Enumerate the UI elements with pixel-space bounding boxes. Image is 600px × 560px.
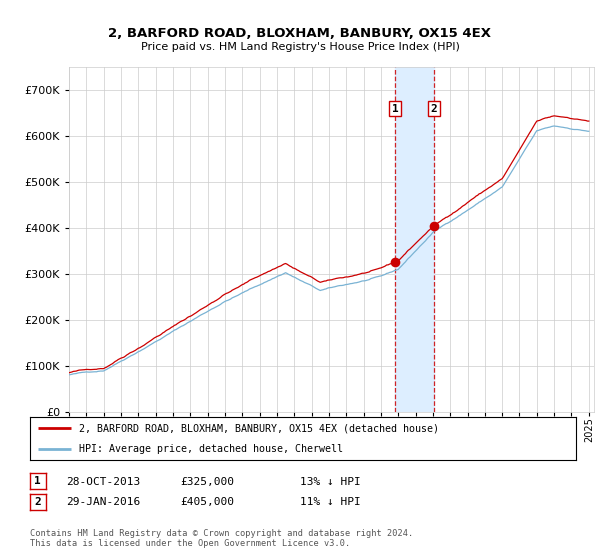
Text: 28-OCT-2013: 28-OCT-2013 <box>66 477 140 487</box>
Text: 1: 1 <box>392 104 398 114</box>
Text: 2, BARFORD ROAD, BLOXHAM, BANBURY, OX15 4EX (detached house): 2, BARFORD ROAD, BLOXHAM, BANBURY, OX15 … <box>79 423 439 433</box>
Text: 11% ↓ HPI: 11% ↓ HPI <box>300 497 361 507</box>
Text: 29-JAN-2016: 29-JAN-2016 <box>66 497 140 507</box>
Text: Price paid vs. HM Land Registry's House Price Index (HPI): Price paid vs. HM Land Registry's House … <box>140 42 460 52</box>
Text: 2, BARFORD ROAD, BLOXHAM, BANBURY, OX15 4EX: 2, BARFORD ROAD, BLOXHAM, BANBURY, OX15 … <box>109 27 491 40</box>
Text: 2: 2 <box>431 104 437 114</box>
Text: 1: 1 <box>34 476 41 486</box>
Bar <box>395 67 434 412</box>
Text: Contains HM Land Registry data © Crown copyright and database right 2024.
This d: Contains HM Land Registry data © Crown c… <box>30 529 413 548</box>
Text: £325,000: £325,000 <box>180 477 234 487</box>
Text: 13% ↓ HPI: 13% ↓ HPI <box>300 477 361 487</box>
Text: HPI: Average price, detached house, Cherwell: HPI: Average price, detached house, Cher… <box>79 444 343 454</box>
Text: £405,000: £405,000 <box>180 497 234 507</box>
Text: 2: 2 <box>34 497 41 507</box>
